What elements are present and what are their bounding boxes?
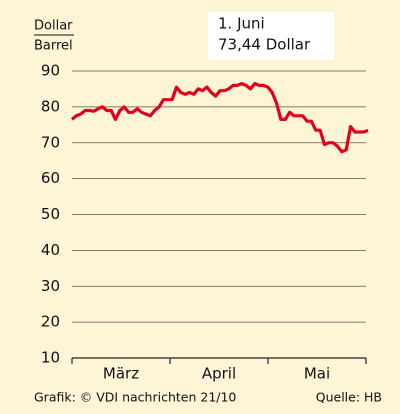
y-tick-label: 80: [41, 97, 60, 115]
annotation-line: 1. Juni: [218, 15, 265, 33]
annotation-line: 73,44 Dollar: [218, 36, 311, 54]
y-tick-label: 10: [41, 349, 60, 367]
x-tick-label: März: [103, 365, 139, 383]
y-tick-label: 50: [41, 205, 60, 223]
y-unit-top: Dollar: [34, 19, 73, 34]
data-line: [70, 81, 369, 154]
source: Quelle: HB: [316, 390, 382, 405]
y-unit-bottom: Barrel: [34, 39, 73, 54]
x-tick-label: April: [202, 365, 236, 383]
credit: Grafik: © VDI nachrichten 21/10: [34, 390, 236, 405]
y-tick-label: 30: [41, 277, 60, 295]
x-tick-label: Mai: [304, 365, 330, 383]
annotation-box: [208, 12, 334, 60]
y-tick-label: 60: [41, 169, 60, 187]
y-tick-label: 40: [41, 241, 60, 259]
y-tick-label: 90: [41, 62, 60, 80]
y-tick-label: 70: [41, 133, 60, 151]
y-tick-label: 20: [41, 313, 60, 331]
